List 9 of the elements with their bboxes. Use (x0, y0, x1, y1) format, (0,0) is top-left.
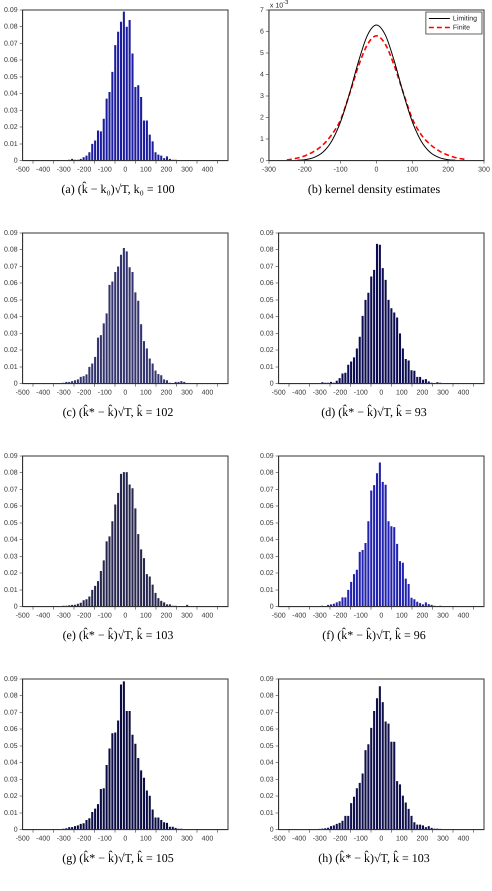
text: (b) kernel density estimates (306, 182, 442, 197)
text: (f) (k̂* − k̂)√T, k̂ = 96 (321, 628, 427, 643)
text: (d) (k̂* − k̂)√T, k̂ = 93 (320, 405, 428, 420)
text: (e) (k̂* − k̂)√T, k̂ = 103 (62, 628, 174, 643)
text: (a) (k̂ − k₀)√T, k₀ = 100 (60, 182, 176, 197)
text: (c) (k̂* − k̂)√T, k̂ = 102 (62, 405, 174, 420)
line-series (286, 35, 467, 161)
text: (h) (k̂* − k̂)√T, k̂ = 103 (317, 851, 431, 866)
text: (g) (k̂* − k̂)√T, k̂ = 105 (61, 851, 175, 866)
